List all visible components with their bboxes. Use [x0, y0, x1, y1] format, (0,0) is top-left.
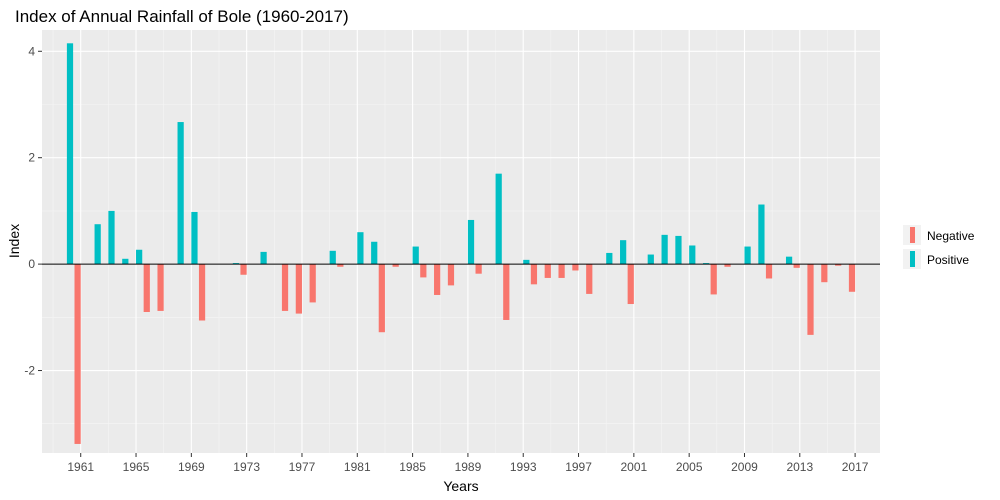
bar-2006 — [703, 263, 710, 265]
bar-1976 — [281, 264, 289, 311]
bar-1980 — [337, 264, 344, 267]
bar-1985 — [412, 246, 419, 265]
x-tick-label: 1997 — [565, 460, 592, 474]
x-tick-label: 2005 — [676, 460, 703, 474]
bar-1989 — [467, 219, 475, 265]
bar-2013 — [793, 264, 800, 268]
bar-1987 — [434, 264, 441, 295]
bar-1968 — [177, 122, 184, 265]
bar-1991 — [495, 173, 502, 265]
bar-2002 — [647, 254, 654, 265]
bar-1966 — [143, 264, 150, 312]
chart-title: Index of Annual Rainfall of Bole (1960-2… — [15, 7, 349, 26]
bar-1994 — [530, 264, 538, 285]
y-axis-ticks: 4 2 0 -2 — [24, 44, 42, 378]
bar-2008 — [724, 264, 731, 267]
bar-1965 — [136, 249, 143, 265]
bar-1999 — [606, 252, 613, 265]
bar-2017 — [848, 264, 856, 292]
bar-2012 — [785, 256, 793, 265]
bar-1960 — [66, 43, 74, 265]
bar-2010 — [758, 204, 765, 265]
bar-2000 — [620, 240, 627, 265]
bar-2007 — [710, 264, 717, 295]
y-tick-label: -2 — [24, 364, 35, 378]
bar-1978 — [309, 264, 316, 303]
bar-1973 — [240, 264, 247, 275]
bar-1969 — [191, 211, 198, 265]
bar-1992 — [503, 264, 510, 320]
legend-label-negative: Negative — [927, 229, 975, 243]
y-tick-label: 2 — [28, 151, 35, 165]
bar-1983 — [378, 264, 385, 333]
bar-1962 — [94, 224, 101, 265]
x-tick-label: 1961 — [67, 460, 94, 474]
legend: Negative Positive — [903, 225, 975, 269]
plot-panel — [42, 30, 880, 453]
y-tick-label: 4 — [28, 44, 35, 58]
bar-2009 — [744, 246, 751, 265]
bar-1972 — [232, 263, 240, 265]
bar-1995 — [544, 264, 551, 278]
bars — [66, 43, 856, 444]
x-axis-label: Years — [443, 478, 478, 494]
bar-2003 — [661, 234, 668, 265]
bar-2005 — [689, 245, 696, 265]
bar-1998 — [586, 264, 593, 294]
x-tick-label: 2001 — [621, 460, 648, 474]
x-tick-label: 1981 — [344, 460, 371, 474]
bar-1990 — [475, 264, 482, 274]
bar-1988 — [447, 264, 455, 286]
y-axis-label: Index — [6, 224, 22, 258]
bar-1986 — [420, 264, 427, 278]
bar-1996 — [558, 264, 565, 278]
bar-1970 — [198, 264, 206, 321]
x-tick-label: 2009 — [731, 460, 758, 474]
x-tick-label: 1985 — [399, 460, 426, 474]
bar-1963 — [108, 210, 115, 265]
x-tick-label: 1993 — [510, 460, 537, 474]
x-tick-label: 1965 — [123, 460, 150, 474]
bar-1967 — [157, 264, 164, 311]
bar-1997 — [572, 264, 579, 271]
x-tick-label: 1969 — [178, 460, 205, 474]
x-tick-label: 2017 — [842, 460, 869, 474]
bar-1964 — [122, 258, 129, 265]
x-tick-label: 2013 — [786, 460, 813, 474]
x-tick-label: 1989 — [455, 460, 482, 474]
bar-1979 — [329, 250, 336, 265]
x-tick-label: 1977 — [289, 460, 316, 474]
y-tick-label: 0 — [28, 257, 35, 271]
legend-label-positive: Positive — [927, 253, 969, 267]
bar-2011 — [765, 264, 773, 279]
bar-1984 — [392, 264, 399, 267]
bar-2016 — [835, 264, 842, 266]
bar-1977 — [295, 264, 302, 314]
bar-2014 — [807, 264, 814, 335]
bar-1993 — [523, 259, 530, 265]
legend-swatch-positive — [910, 251, 915, 267]
bar-1974 — [260, 251, 267, 265]
x-tick-label: 1973 — [233, 460, 260, 474]
legend-swatch-negative — [910, 227, 915, 243]
bar-1982 — [371, 241, 378, 265]
bar-2015 — [821, 264, 828, 283]
bar-2004 — [675, 235, 682, 265]
bar-2001 — [627, 264, 634, 305]
bar-1961 — [74, 264, 81, 444]
x-axis-ticks: 1961 1965 1969 1973 1977 1981 1985 1989 1993 1997… — [67, 453, 869, 474]
bar-1981 — [357, 232, 364, 265]
